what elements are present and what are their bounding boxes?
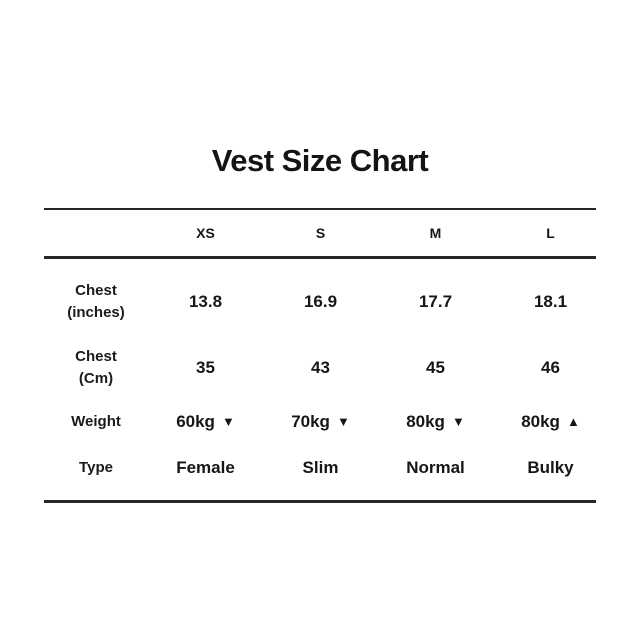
row-label-weight: Weight (71, 413, 121, 430)
row-label-chest-cm: Chest (Cm) (44, 346, 148, 390)
weight-value: 60kg (176, 412, 215, 431)
cell-weight-s: 70kg ▼ (263, 412, 378, 432)
table-row-weight: Weight 60kg ▼ 70kg ▼ 80kg ▼ 80kg ▲ (44, 396, 608, 448)
weight-value: 80kg (521, 412, 560, 431)
size-header-row: XS S M L (44, 210, 608, 256)
arrow-up-icon: ▲ (566, 414, 580, 429)
table-rule-top (44, 208, 596, 210)
row-label-line2: (inches) (67, 303, 125, 321)
cell-chest-cm-l: 46 (541, 358, 560, 377)
table-row-chest-inches: Chest (inches) 13.8 16.9 17.7 18.1 (44, 259, 608, 340)
cell-type-m: Normal (406, 457, 465, 477)
size-table: XS S M L Chest (inches) 13.8 16.9 17.7 1… (44, 208, 596, 503)
cell-chest-inches-l: 18.1 (533, 291, 568, 311)
cell-weight-l: 80kg ▲ (493, 412, 608, 432)
cell-chest-cm-m: 45 (426, 358, 445, 377)
cell-chest-cm-s: 43 (311, 358, 330, 377)
cell-chest-inches-xs: 13.8 (188, 291, 223, 311)
arrow-down-icon: ▼ (221, 414, 235, 429)
row-label-line1: Chest (75, 348, 117, 365)
weight-value: 70kg (291, 412, 330, 431)
weight-value: 80kg (406, 412, 445, 431)
row-label-line2: (Cm) (78, 370, 114, 387)
cell-chest-cm-xs: 35 (196, 358, 215, 377)
cell-weight-xs: 60kg ▼ (148, 412, 263, 432)
cell-chest-inches-m: 17.7 (418, 291, 453, 311)
cell-weight-m: 80kg ▼ (378, 412, 493, 432)
table-row-chest-cm: Chest (Cm) 35 43 45 46 (44, 340, 608, 396)
cell-type-s: Slim (302, 457, 339, 477)
arrow-down-icon: ▼ (451, 414, 465, 429)
page-title: Vest Size Chart (211, 143, 429, 178)
size-header-s: S (315, 225, 326, 241)
cell-type-xs: Female (176, 457, 235, 477)
cell-chest-inches-s: 16.9 (303, 291, 338, 311)
size-header-l: L (546, 225, 555, 241)
size-header-m: M (429, 225, 442, 241)
size-header-xs: XS (196, 225, 215, 241)
table-row-type: Type Female Slim Normal Bulky (44, 448, 608, 500)
table-rule-header (44, 256, 596, 259)
row-label-type: Type (79, 458, 113, 476)
row-label-line1: Chest (75, 281, 117, 299)
arrow-down-icon: ▼ (336, 414, 350, 429)
table-rule-bottom (44, 500, 596, 503)
row-label-chest-inches: Chest (inches) (44, 280, 148, 324)
cell-type-l: Bulky (527, 457, 574, 477)
